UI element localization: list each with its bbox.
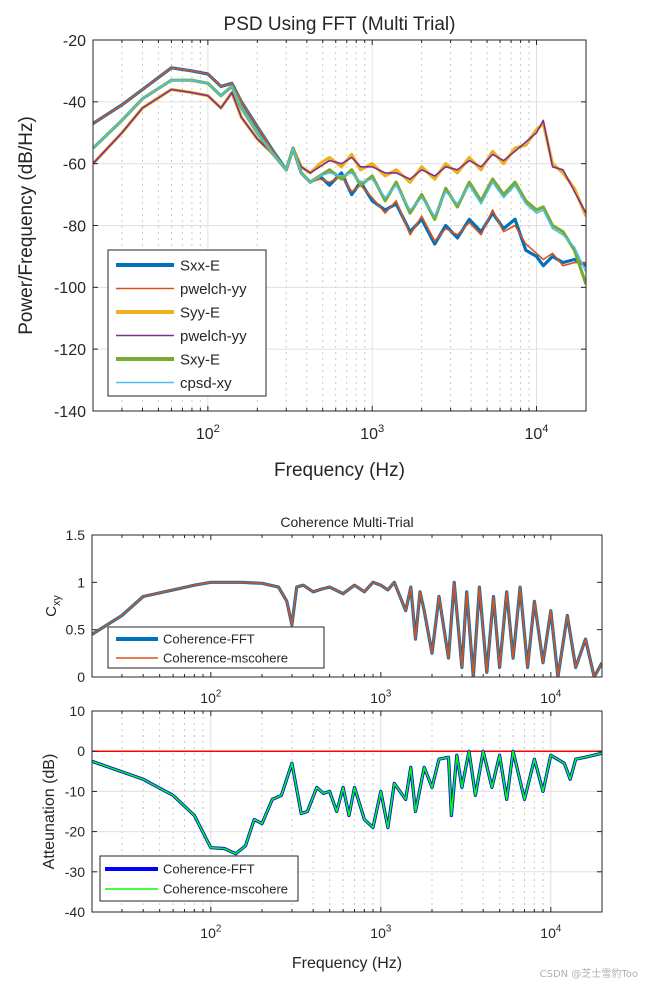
- y-tick-label: -60: [63, 156, 86, 173]
- chart-3: 102 103 104 -40 -30 -20 -10 0 10 Frequency (Hz) At…: [41, 703, 603, 972]
- y-tick-label: -120: [54, 342, 86, 359]
- y-tick-label: 10: [69, 703, 85, 719]
- legend-label: Coherence-mscohere: [163, 882, 288, 897]
- x-tick-label: 104: [525, 423, 549, 443]
- y-tick-label: 0: [77, 669, 85, 685]
- legend-label: pwelch-yy: [180, 328, 247, 345]
- x-axis-label: Frequency (Hz): [274, 460, 405, 481]
- y-tick-label: -10: [65, 783, 85, 799]
- y-tick-label: -100: [54, 280, 86, 297]
- x-tick-label: 104: [540, 689, 562, 706]
- y-tick-label: -20: [63, 33, 86, 50]
- legend-box: [99, 855, 299, 902]
- y-tick-label: -40: [65, 904, 85, 920]
- legend-box: [107, 249, 267, 397]
- chart-2: 102 103 104 0 0.5 1 1.5 Coherence Multi-Trial Cx…: [43, 514, 603, 706]
- y-axis-label: Cxy: [43, 595, 63, 617]
- legend: Coherence-FFT Coherence-mscohere: [107, 626, 325, 669]
- y-tick-label: 0: [77, 743, 85, 759]
- legend-label: Coherence-FFT: [163, 862, 255, 877]
- x-tick-label: 103: [360, 423, 384, 443]
- legend-label: Coherence-mscohere: [163, 651, 288, 666]
- series-line-coherence-mscohere: [92, 750, 602, 855]
- y-tick-label: 1.5: [66, 527, 86, 543]
- y-axis-label: Atteunation (dB): [41, 754, 58, 870]
- series-line-pwelch-yy: [93, 88, 586, 214]
- legend-box: [107, 626, 325, 669]
- x-axis-label: Frequency (Hz): [292, 955, 402, 972]
- series-group: [92, 749, 602, 856]
- x-tick-label: 103: [370, 924, 392, 941]
- chart-1: 102 103 104 -140 -120 -100 -80 -60 -40 -20 PSD Usi…: [16, 14, 587, 481]
- legend-label: Sxy-E: [180, 351, 220, 368]
- x-tick-label: 102: [196, 423, 220, 443]
- legend-label: Coherence-FFT: [163, 632, 255, 647]
- y-tick-label: -80: [63, 218, 86, 235]
- x-tick-label: 103: [370, 689, 392, 706]
- series-line-cpsd-xy: [93, 79, 586, 273]
- axes-box: [91, 534, 603, 678]
- chart-title: PSD Using FFT (Multi Trial): [224, 14, 456, 35]
- legend-label: cpsd-xy: [180, 375, 232, 392]
- legend-label: Sxx-E: [180, 257, 220, 274]
- x-tick-label: 102: [200, 924, 221, 941]
- y-tick-label: -40: [63, 95, 86, 112]
- y-tick-label: 0.5: [66, 622, 86, 638]
- watermark: CSDN @芝士雪豹Too: [539, 969, 638, 980]
- chart-title: Coherence Multi-Trial: [280, 514, 413, 530]
- legend-label: Syy-E: [180, 304, 220, 321]
- series-group: [93, 66, 586, 285]
- y-tick-label: -140: [54, 404, 86, 421]
- y-axis-label: Power/Frequency (dB/Hz): [16, 116, 37, 335]
- y-tick-label: -20: [65, 824, 85, 840]
- legend-label: pwelch-yy: [180, 281, 247, 298]
- series-line-coherence-mscohere: [92, 581, 602, 677]
- series-line-pwelch-yy: [93, 67, 586, 267]
- axes-box: [91, 710, 603, 913]
- x-tick-label: 104: [540, 924, 562, 941]
- legend: Coherence-FFT Coherence-mscohere: [99, 855, 299, 902]
- legend: Sxx-E pwelch-yy Syy-E pwelch-yy Sxy-E cpsd-xy: [107, 249, 267, 397]
- y-tick-label: -30: [65, 864, 85, 880]
- y-tick-label: 1: [77, 574, 85, 590]
- series-group: [92, 580, 602, 677]
- x-tick-label: 102: [200, 689, 221, 706]
